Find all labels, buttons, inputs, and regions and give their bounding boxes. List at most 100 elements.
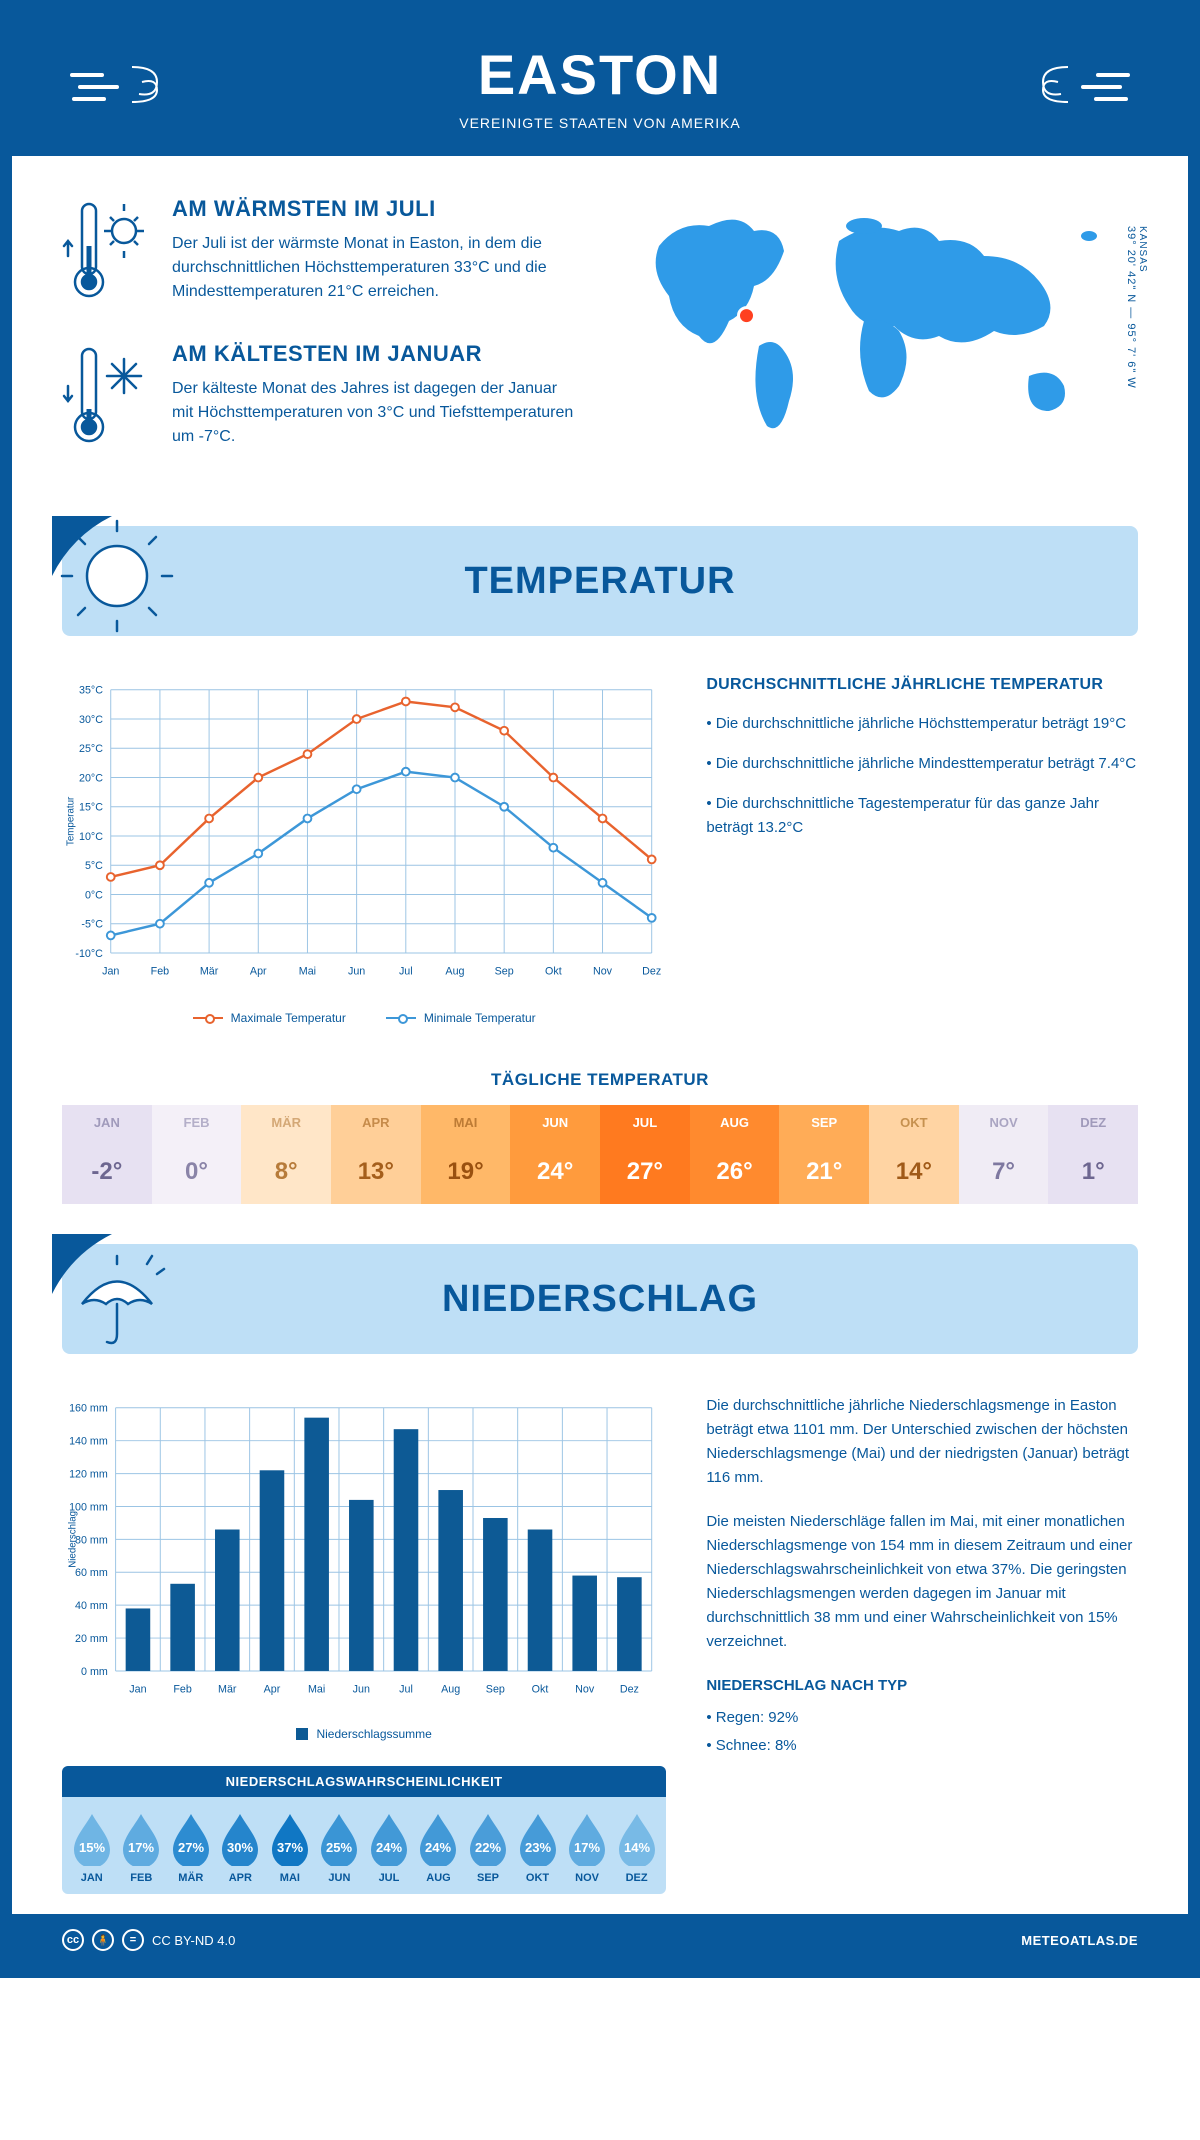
- svg-text:Jun: Jun: [353, 1683, 370, 1695]
- svg-text:Feb: Feb: [173, 1683, 192, 1695]
- daily-cell: FEB 0°: [152, 1105, 242, 1204]
- svg-text:30%: 30%: [227, 1840, 253, 1855]
- svg-text:Sep: Sep: [495, 965, 514, 977]
- svg-text:23%: 23%: [525, 1840, 551, 1855]
- thermometer-hot-icon: [62, 196, 152, 306]
- daily-cell: SEP 21°: [779, 1105, 869, 1204]
- brand-label: METEOATLAS.DE: [1021, 1933, 1138, 1948]
- city-title: EASTON: [182, 42, 1018, 107]
- fact-warm-title: AM WÄRMSTEN IM JULI: [172, 196, 580, 222]
- svg-text:Mai: Mai: [308, 1683, 325, 1695]
- svg-text:40 mm: 40 mm: [75, 1600, 108, 1612]
- header: EASTON VEREINIGTE STAATEN VON AMERIKA: [12, 12, 1188, 156]
- prob-title: NIEDERSCHLAGSWAHRSCHEINLICHKEIT: [62, 1766, 666, 1797]
- svg-text:Jan: Jan: [129, 1683, 146, 1695]
- svg-text:Jun: Jun: [348, 965, 365, 977]
- prob-drop: 17% FEB: [117, 1812, 167, 1884]
- prob-drop: 22% SEP: [463, 1812, 513, 1884]
- svg-text:0 mm: 0 mm: [81, 1666, 108, 1678]
- page: EASTON VEREINIGTE STAATEN VON AMERIKA: [0, 0, 1200, 1978]
- coords-value: 39° 20' 42" N — 95° 7' 6" W: [1125, 226, 1137, 389]
- temp-bullet-2: • Die durchschnittliche jährliche Mindes…: [706, 752, 1138, 776]
- svg-text:20°C: 20°C: [79, 772, 103, 784]
- legend-min-label: Minimale Temperatur: [424, 1011, 536, 1025]
- svg-text:22%: 22%: [475, 1840, 501, 1855]
- svg-text:Jul: Jul: [399, 1683, 413, 1695]
- svg-text:27%: 27%: [178, 1840, 204, 1855]
- daily-cell: MÄR 8°: [241, 1105, 331, 1204]
- daily-cell: APR 13°: [331, 1105, 421, 1204]
- svg-text:15%: 15%: [79, 1840, 105, 1855]
- svg-text:Okt: Okt: [545, 965, 562, 977]
- wind-icon-right: [1018, 47, 1138, 127]
- svg-text:Mai: Mai: [299, 965, 316, 977]
- temperature-title: TEMPERATUR: [62, 560, 1138, 603]
- country-subtitle: VEREINIGTE STAATEN VON AMERIKA: [182, 115, 1018, 131]
- daily-cell: OKT 14°: [869, 1105, 959, 1204]
- svg-text:37%: 37%: [277, 1840, 303, 1855]
- prob-drop: 25% JUN: [315, 1812, 365, 1884]
- svg-text:Okt: Okt: [532, 1683, 549, 1695]
- temp-bullet-3: • Die durchschnittliche Tagestemperatur …: [706, 792, 1138, 840]
- fact-cold-text: Der kälteste Monat des Jahres ist dagege…: [172, 377, 580, 449]
- prob-drop: 27% MÄR: [166, 1812, 216, 1884]
- svg-text:160 mm: 160 mm: [69, 1403, 108, 1415]
- precip-chart: 0 mm20 mm40 mm60 mm80 mm100 mm120 mm140 …: [62, 1394, 666, 1741]
- prob-drop: 17% NOV: [562, 1812, 612, 1884]
- fact-cold-title: AM KÄLTESTEN IM JANUAR: [172, 341, 580, 367]
- svg-text:25%: 25%: [326, 1840, 352, 1855]
- daily-cell: NOV 7°: [959, 1105, 1049, 1204]
- svg-text:20 mm: 20 mm: [75, 1633, 108, 1645]
- wind-icon-left: [62, 47, 182, 127]
- prob-drop: 30% APR: [216, 1812, 266, 1884]
- intro-section: AM WÄRMSTEN IM JULI Der Juli ist der wär…: [12, 156, 1188, 516]
- daily-cell: JUL 27°: [600, 1105, 690, 1204]
- precip-section-header: NIEDERSCHLAG: [62, 1244, 1138, 1354]
- svg-text:Aug: Aug: [445, 965, 464, 977]
- svg-text:0°C: 0°C: [85, 889, 103, 901]
- footer: cc 🧍 = CC BY-ND 4.0 METEOATLAS.DE: [12, 1914, 1188, 1966]
- prob-drop: 24% AUG: [414, 1812, 464, 1884]
- daily-cell: MAI 19°: [421, 1105, 511, 1204]
- daily-cell: JAN -2°: [62, 1105, 152, 1204]
- daily-cell: JUN 24°: [510, 1105, 600, 1204]
- precip-probability-box: NIEDERSCHLAGSWAHRSCHEINLICHKEIT 15% JAN …: [62, 1766, 666, 1894]
- temperature-summary: DURCHSCHNITTLICHE JÄHRLICHE TEMPERATUR •…: [706, 676, 1138, 1025]
- daily-cell: AUG 26°: [690, 1105, 780, 1204]
- temperature-legend: Maximale Temperatur Minimale Temperatur: [62, 1011, 666, 1025]
- svg-text:25°C: 25°C: [79, 743, 103, 755]
- svg-text:5°C: 5°C: [85, 860, 103, 872]
- license-label: CC BY-ND 4.0: [152, 1933, 235, 1948]
- svg-text:17%: 17%: [574, 1840, 600, 1855]
- svg-text:Nov: Nov: [575, 1683, 595, 1695]
- fact-warm-text: Der Juli ist der wärmste Monat in Easton…: [172, 232, 580, 304]
- location-marker-icon: [739, 308, 755, 324]
- precip-legend: Niederschlagssumme: [62, 1727, 666, 1741]
- umbrella-icon: [52, 1234, 182, 1364]
- svg-text:Dez: Dez: [620, 1683, 639, 1695]
- cc-icon: cc: [62, 1929, 84, 1951]
- svg-text:60 mm: 60 mm: [75, 1567, 108, 1579]
- prob-drop: 15% JAN: [67, 1812, 117, 1884]
- svg-text:Jul: Jul: [399, 965, 413, 977]
- svg-text:14%: 14%: [624, 1840, 650, 1855]
- precip-p1: Die durchschnittliche jährliche Niedersc…: [706, 1394, 1138, 1490]
- by-icon: 🧍: [92, 1929, 114, 1951]
- fact-warm: AM WÄRMSTEN IM JULI Der Juli ist der wär…: [62, 196, 580, 306]
- prob-drop: 37% MAI: [265, 1812, 315, 1884]
- svg-text:-5°C: -5°C: [81, 919, 103, 931]
- fact-cold: AM KÄLTESTEN IM JANUAR Der kälteste Mona…: [62, 341, 580, 451]
- prob-drop: 14% DEZ: [612, 1812, 662, 1884]
- svg-text:24%: 24%: [376, 1840, 402, 1855]
- svg-text:17%: 17%: [128, 1840, 154, 1855]
- temp-bullet-1: • Die durchschnittliche jährliche Höchst…: [706, 712, 1138, 736]
- thermometer-cold-icon: [62, 341, 152, 451]
- coordinates: KANSAS 39° 20' 42" N — 95° 7' 6" W: [1125, 226, 1148, 389]
- svg-text:Dez: Dez: [642, 965, 661, 977]
- svg-text:Temperatur: Temperatur: [66, 796, 77, 846]
- daily-temp-title: TÄGLICHE TEMPERATUR: [12, 1070, 1188, 1090]
- prob-drop: 24% JUL: [364, 1812, 414, 1884]
- svg-text:Jan: Jan: [102, 965, 119, 977]
- svg-text:10°C: 10°C: [79, 831, 103, 843]
- legend-max-label: Maximale Temperatur: [231, 1011, 346, 1025]
